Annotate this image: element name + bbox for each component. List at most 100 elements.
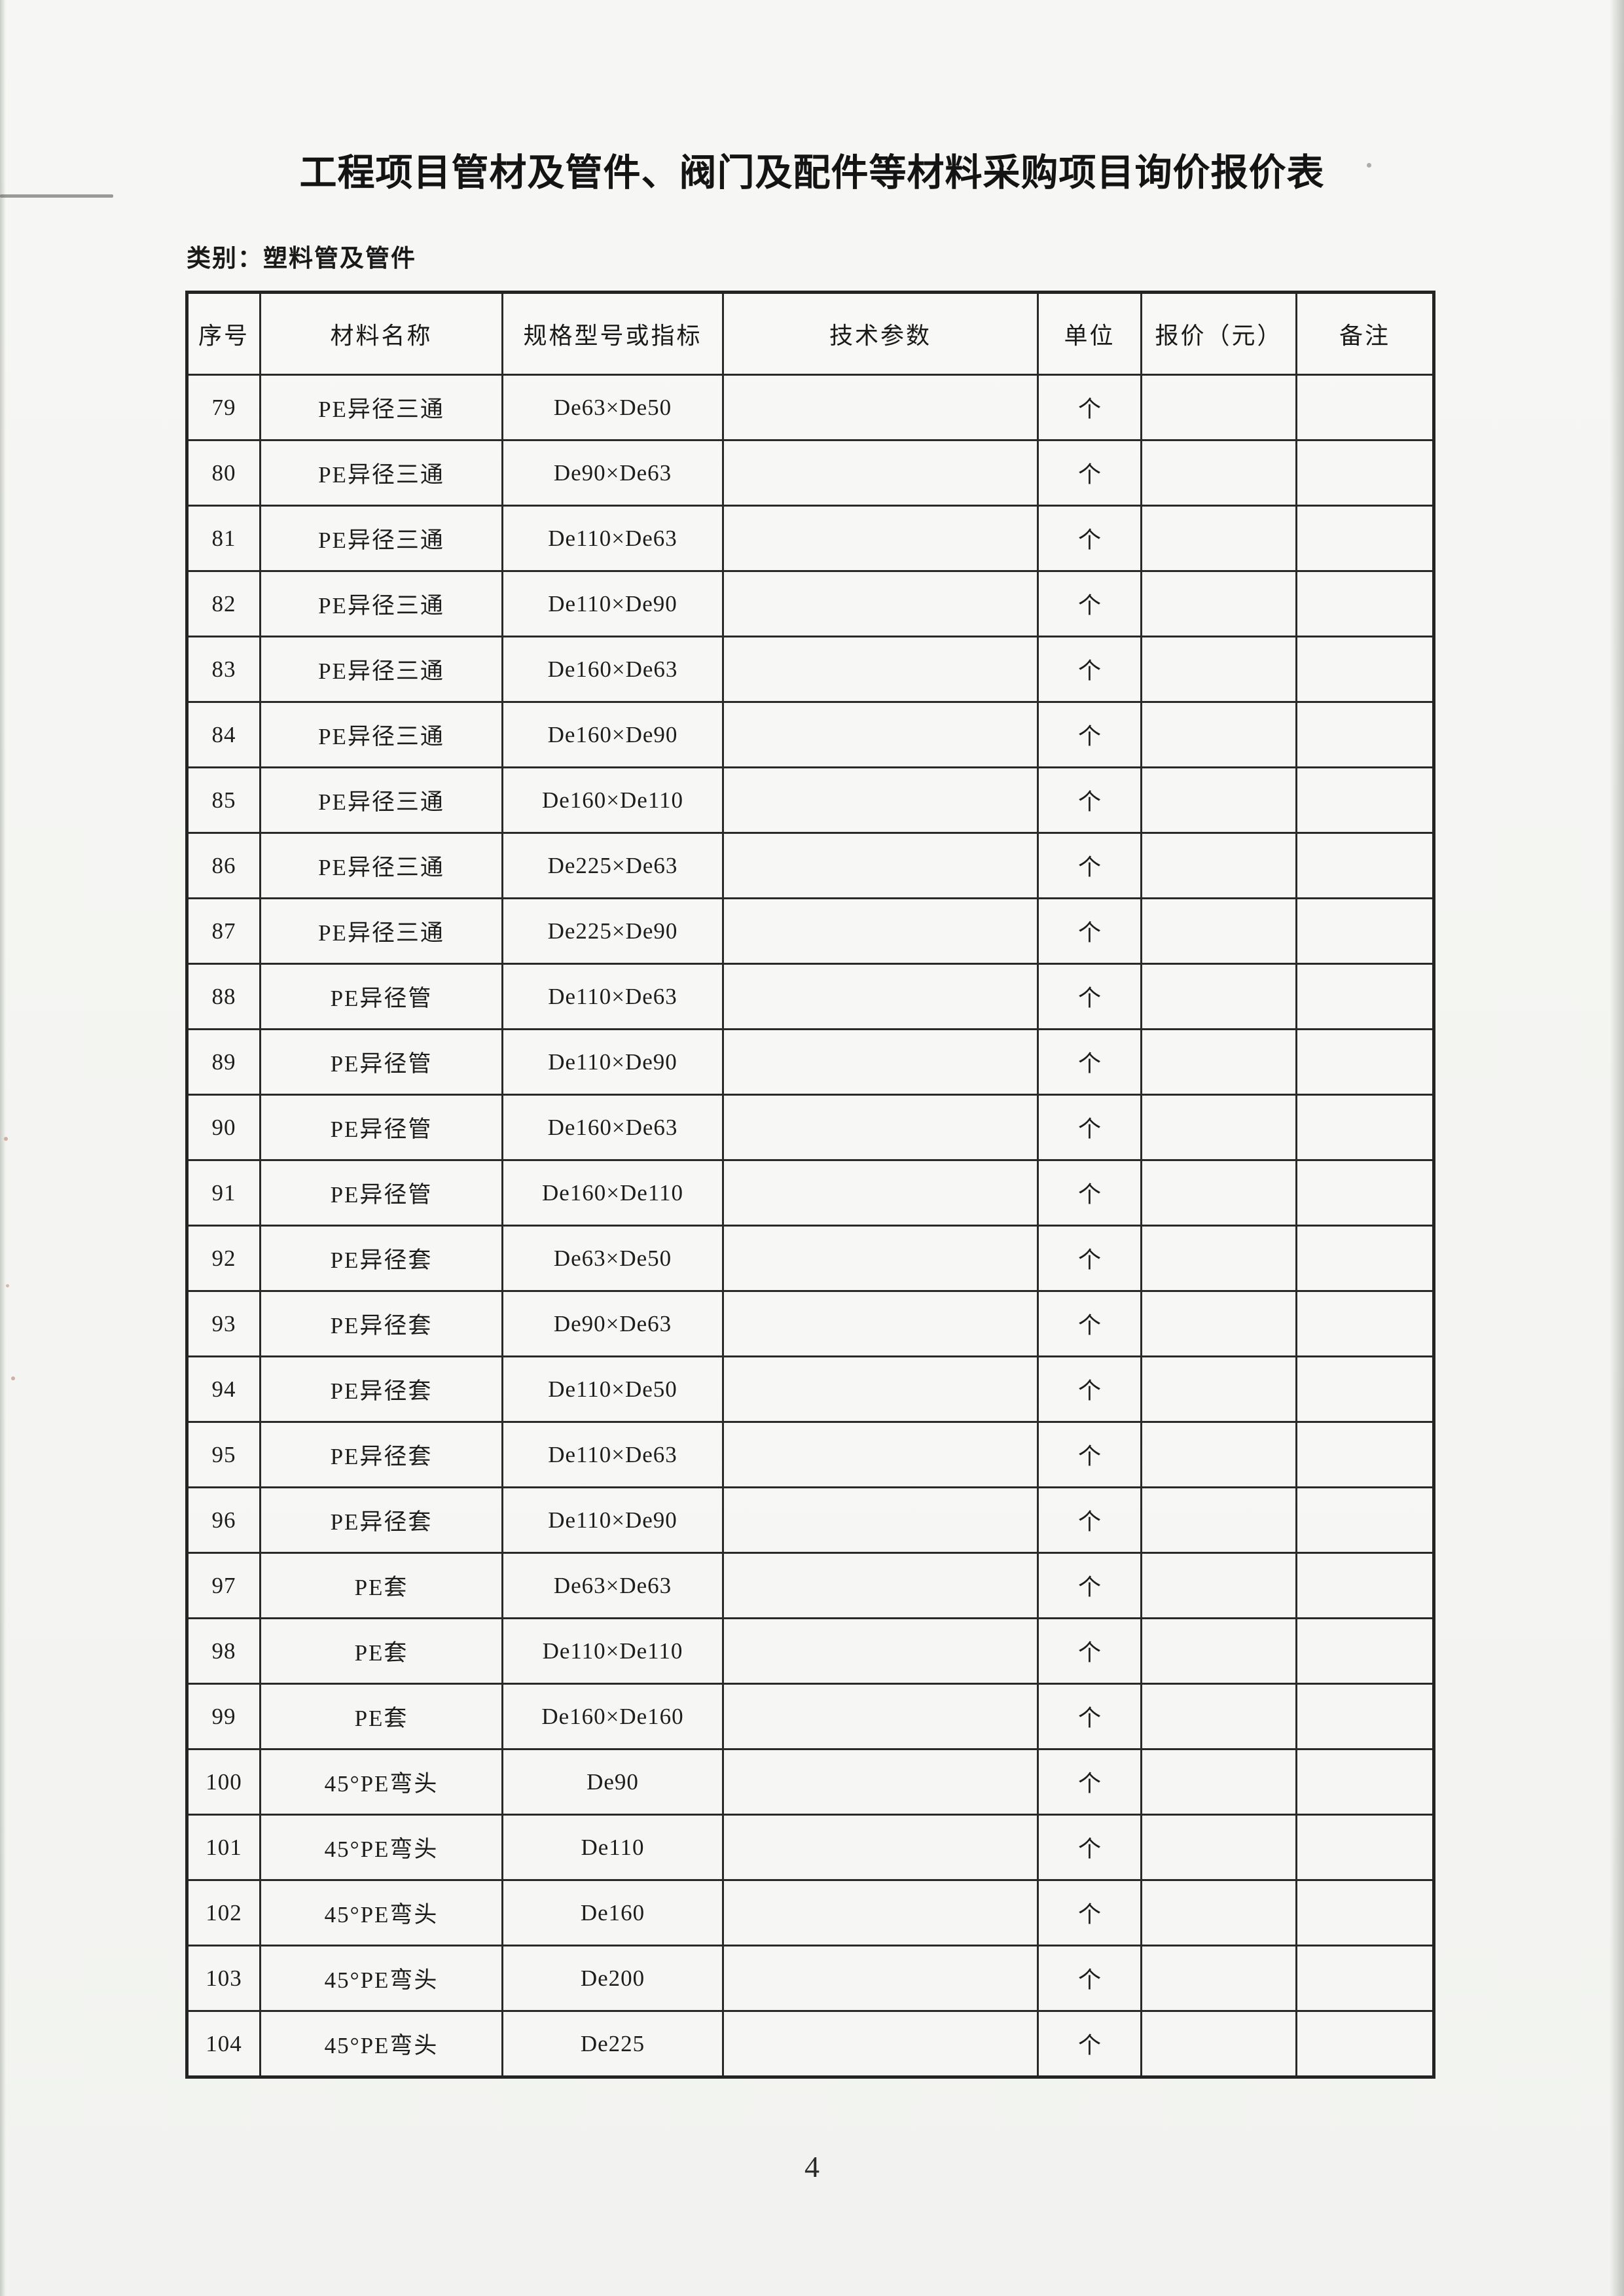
row-material-name: PE异径三通 [259, 636, 503, 703]
row-serial-number: 96 [186, 1486, 261, 1554]
row-price [1140, 1814, 1297, 1881]
scan-edge-shadow-right [1610, 0, 1624, 2296]
header-unit: 单位 [1037, 291, 1142, 376]
row-unit: 个 [1037, 1159, 1142, 1227]
row-tech-params [722, 766, 1039, 834]
table-row: 100 45°PE弯头 De90 个 [186, 1748, 1435, 1816]
row-spec-model: De110×De110 [501, 1617, 724, 1685]
row-unit: 个 [1037, 1094, 1142, 1161]
table-row: 83 PE异径三通 De160×De63 个 [186, 636, 1435, 703]
row-spec-model: De160×De63 [501, 1094, 724, 1161]
table-row: 84 PE异径三通 De160×De90 个 [186, 701, 1435, 768]
row-spec-model: De63×De50 [501, 374, 724, 441]
table-row: 80 PE异径三通 De90×De63 个 [186, 439, 1435, 507]
table-row: 103 45°PE弯头 De200 个 [186, 1945, 1435, 2012]
row-tech-params [722, 1552, 1039, 1619]
row-remarks [1295, 1094, 1435, 1161]
row-spec-model: De160×De110 [501, 766, 724, 834]
row-tech-params [722, 439, 1039, 507]
row-tech-params [722, 1486, 1039, 1554]
row-remarks [1295, 1617, 1435, 1685]
row-serial-number: 87 [186, 897, 261, 965]
row-material-name: PE套 [259, 1683, 503, 1750]
row-unit: 个 [1037, 636, 1142, 703]
row-serial-number: 85 [186, 766, 261, 834]
row-material-name: PE异径三通 [259, 505, 503, 572]
row-serial-number: 94 [186, 1355, 261, 1423]
row-price [1140, 1159, 1297, 1227]
table-header: 序号 材料名称 规格型号或指标 技术参数 单位 报价（元） 备注 [186, 291, 1435, 376]
row-tech-params [722, 1617, 1039, 1685]
row-material-name: PE异径三通 [259, 570, 503, 637]
row-remarks [1295, 1945, 1435, 2012]
row-price [1140, 1290, 1297, 1357]
row-spec-model: De63×De50 [501, 1225, 724, 1292]
row-tech-params [722, 1683, 1039, 1750]
row-material-name: PE异径套 [259, 1421, 503, 1488]
row-spec-model: De200 [501, 1945, 724, 2012]
row-price [1140, 1094, 1297, 1161]
row-spec-model: De110×De50 [501, 1355, 724, 1423]
row-material-name: 45°PE弯头 [259, 2010, 503, 2078]
row-remarks [1295, 1683, 1435, 1750]
table-row: 95 PE异径套 De110×De63 个 [186, 1421, 1435, 1488]
table-row: 92 PE异径套 De63×De50 个 [186, 1225, 1435, 1292]
row-unit: 个 [1037, 374, 1142, 441]
row-serial-number: 92 [186, 1225, 261, 1292]
scan-edge-shadow-left [0, 0, 6, 2296]
row-unit: 个 [1037, 1486, 1142, 1554]
row-spec-model: De90 [501, 1748, 724, 1816]
row-serial-number: 98 [186, 1617, 261, 1685]
row-price [1140, 1945, 1297, 2012]
row-serial-number: 102 [186, 1879, 261, 1946]
row-serial-number: 93 [186, 1290, 261, 1357]
row-spec-model: De160×De110 [501, 1159, 724, 1227]
row-spec-model: De110×De63 [501, 1421, 724, 1488]
row-serial-number: 91 [186, 1159, 261, 1227]
table-row: 82 PE异径三通 De110×De90 个 [186, 570, 1435, 637]
row-unit: 个 [1037, 1683, 1142, 1750]
table-row: 98 PE套 De110×De110 个 [186, 1617, 1435, 1685]
row-price [1140, 2010, 1297, 2078]
header-material-name: 材料名称 [259, 291, 503, 376]
row-remarks [1295, 374, 1435, 441]
table-row: 93 PE异径套 De90×De63 个 [186, 1290, 1435, 1357]
table-row: 88 PE异径管 De110×De63 个 [186, 963, 1435, 1030]
row-remarks [1295, 1290, 1435, 1357]
row-unit: 个 [1037, 439, 1142, 507]
scan-artifact-dot [6, 1284, 9, 1287]
scan-artifact-dot [1367, 163, 1371, 168]
row-remarks [1295, 766, 1435, 834]
row-remarks [1295, 832, 1435, 899]
row-price [1140, 1421, 1297, 1488]
row-material-name: PE套 [259, 1617, 503, 1685]
row-remarks [1295, 1225, 1435, 1292]
row-tech-params [722, 1290, 1039, 1357]
row-tech-params [722, 1748, 1039, 1816]
row-material-name: PE异径三通 [259, 897, 503, 965]
row-material-name: PE异径三通 [259, 374, 503, 441]
row-remarks [1295, 1879, 1435, 1946]
row-unit: 个 [1037, 1290, 1142, 1357]
table-row: 96 PE异径套 De110×De90 个 [186, 1486, 1435, 1554]
row-remarks [1295, 701, 1435, 768]
row-serial-number: 83 [186, 636, 261, 703]
row-unit: 个 [1037, 505, 1142, 572]
header-price-yuan: 报价（元） [1140, 291, 1297, 376]
row-tech-params [722, 897, 1039, 965]
table-row: 90 PE异径管 De160×De63 个 [186, 1094, 1435, 1161]
header-row: 序号 材料名称 规格型号或指标 技术参数 单位 报价（元） 备注 [186, 291, 1435, 376]
row-spec-model: De160×De63 [501, 636, 724, 703]
row-unit: 个 [1037, 1945, 1142, 2012]
row-price [1140, 636, 1297, 703]
row-serial-number: 81 [186, 505, 261, 572]
row-remarks [1295, 1748, 1435, 1816]
row-spec-model: De110×De90 [501, 1486, 724, 1554]
row-material-name: PE套 [259, 1552, 503, 1619]
row-unit: 个 [1037, 1748, 1142, 1816]
table-row: 101 45°PE弯头 De110 个 [186, 1814, 1435, 1881]
row-material-name: PE异径套 [259, 1355, 503, 1423]
row-serial-number: 97 [186, 1552, 261, 1619]
row-serial-number: 79 [186, 374, 261, 441]
row-remarks [1295, 505, 1435, 572]
